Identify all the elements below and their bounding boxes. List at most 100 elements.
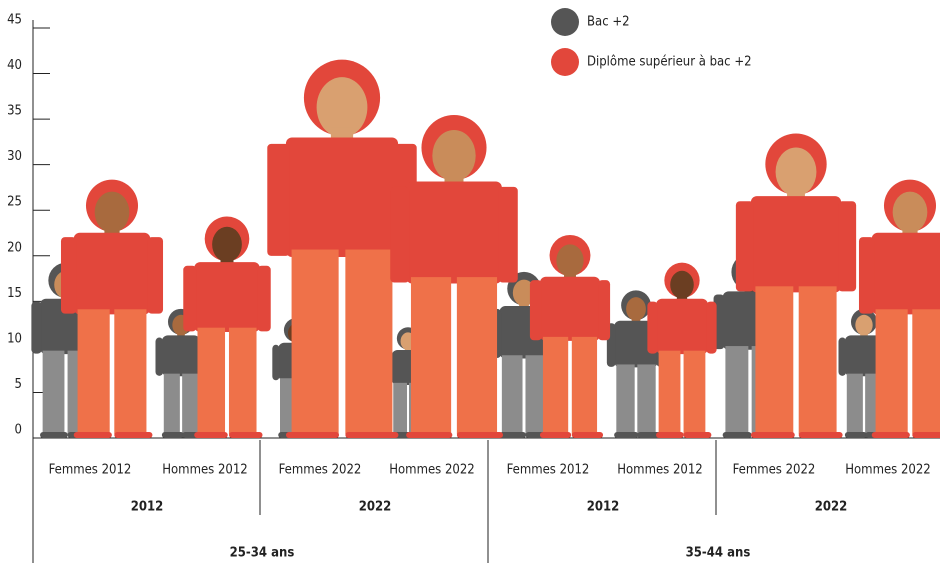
leg	[755, 286, 793, 434]
shoe	[845, 432, 867, 438]
shoe	[74, 432, 112, 438]
legend-swatch	[551, 8, 579, 36]
leg	[502, 355, 523, 434]
y-tick-label: 5	[15, 377, 22, 392]
arm	[530, 280, 542, 340]
group-label: 2012	[587, 500, 620, 515]
arm	[272, 345, 279, 381]
arm	[148, 237, 163, 314]
x-tick-label: Hommes 2022	[389, 463, 475, 478]
torso	[74, 233, 151, 315]
arm	[258, 266, 271, 332]
torso	[751, 196, 841, 292]
y-tick-label: 40	[7, 58, 22, 73]
shoe	[912, 432, 940, 438]
y-tick-label: 0	[15, 423, 22, 438]
leg	[684, 351, 706, 434]
leg	[182, 374, 198, 434]
y-tick-label: 35	[7, 104, 22, 119]
leg	[912, 309, 940, 434]
arm	[838, 201, 856, 291]
y-tick-label: 10	[7, 331, 22, 346]
shoe	[540, 432, 571, 438]
torso	[286, 137, 398, 257]
x-tick-label: Femmes 2012	[49, 463, 132, 478]
x-tick-label: Femmes 2022	[279, 463, 362, 478]
shoe	[723, 432, 752, 438]
torso	[406, 181, 502, 283]
leg	[78, 309, 110, 434]
arm	[859, 237, 874, 314]
arm	[31, 302, 41, 354]
leg	[659, 351, 681, 434]
x-tick-label: Hommes 2012	[162, 463, 248, 478]
leg	[799, 286, 837, 434]
arm	[267, 144, 289, 256]
torso	[194, 262, 260, 332]
x-tick-label: Femmes 2012	[507, 463, 590, 478]
x-tick-label: Femmes 2022	[733, 463, 816, 478]
leg	[847, 374, 863, 434]
torso	[540, 277, 600, 341]
super-group-label: 25-34 ans	[230, 546, 295, 561]
y-tick-label: 25	[7, 195, 22, 210]
y-tick-label: 15	[7, 286, 22, 301]
chart: 0 5 10 15 20 25 30 35 40 45 Femmes 2012 Hommes 2012…	[0, 0, 940, 563]
leg	[345, 250, 392, 434]
leg	[197, 328, 225, 434]
y-tick-label: 30	[7, 149, 22, 164]
shoe	[162, 432, 184, 438]
leg	[411, 277, 451, 434]
leg	[229, 328, 257, 434]
shoe	[40, 432, 68, 438]
arm	[706, 302, 716, 354]
shoe	[684, 432, 712, 438]
leg	[543, 337, 568, 434]
legend-label: Diplôme supérieur à bac +2	[587, 55, 752, 70]
shoe	[457, 432, 503, 438]
shoe	[872, 432, 910, 438]
arm	[499, 187, 518, 283]
group-label: 2022	[359, 500, 392, 515]
arm	[390, 187, 409, 283]
leg	[292, 250, 339, 434]
leg	[616, 364, 634, 434]
arm	[183, 266, 196, 332]
torso	[656, 299, 708, 354]
group-label: 2022	[815, 500, 848, 515]
leg	[43, 351, 65, 434]
leg	[114, 309, 146, 434]
leg	[637, 364, 655, 434]
y-tick-label: 45	[7, 13, 22, 28]
arm	[736, 201, 754, 291]
shoe	[572, 432, 603, 438]
leg	[164, 374, 180, 434]
person	[647, 263, 716, 438]
leg	[876, 309, 908, 434]
shoe	[286, 432, 339, 438]
shoe	[345, 432, 398, 438]
leg	[725, 346, 748, 434]
torso	[162, 335, 200, 376]
group-label: 2012	[131, 500, 164, 515]
shoe	[751, 432, 795, 438]
shoe	[194, 432, 228, 438]
shoe	[114, 432, 152, 438]
super-group-label: 35-44 ans	[686, 546, 751, 561]
legend-swatch	[551, 48, 579, 76]
torso	[872, 233, 940, 315]
shoe	[614, 432, 638, 438]
arm	[155, 338, 163, 376]
arm	[61, 237, 76, 314]
leg	[393, 383, 407, 434]
shoe	[799, 432, 843, 438]
legend-label: Bac +2	[587, 15, 630, 30]
y-tick-label: 20	[7, 240, 22, 255]
arm	[598, 280, 610, 340]
leg	[572, 337, 597, 434]
x-tick-label: Hommes 2022	[845, 463, 931, 478]
leg	[457, 277, 497, 434]
shoe	[499, 432, 526, 438]
shoe	[229, 432, 263, 438]
x-tick-label: Hommes 2012	[617, 463, 703, 478]
